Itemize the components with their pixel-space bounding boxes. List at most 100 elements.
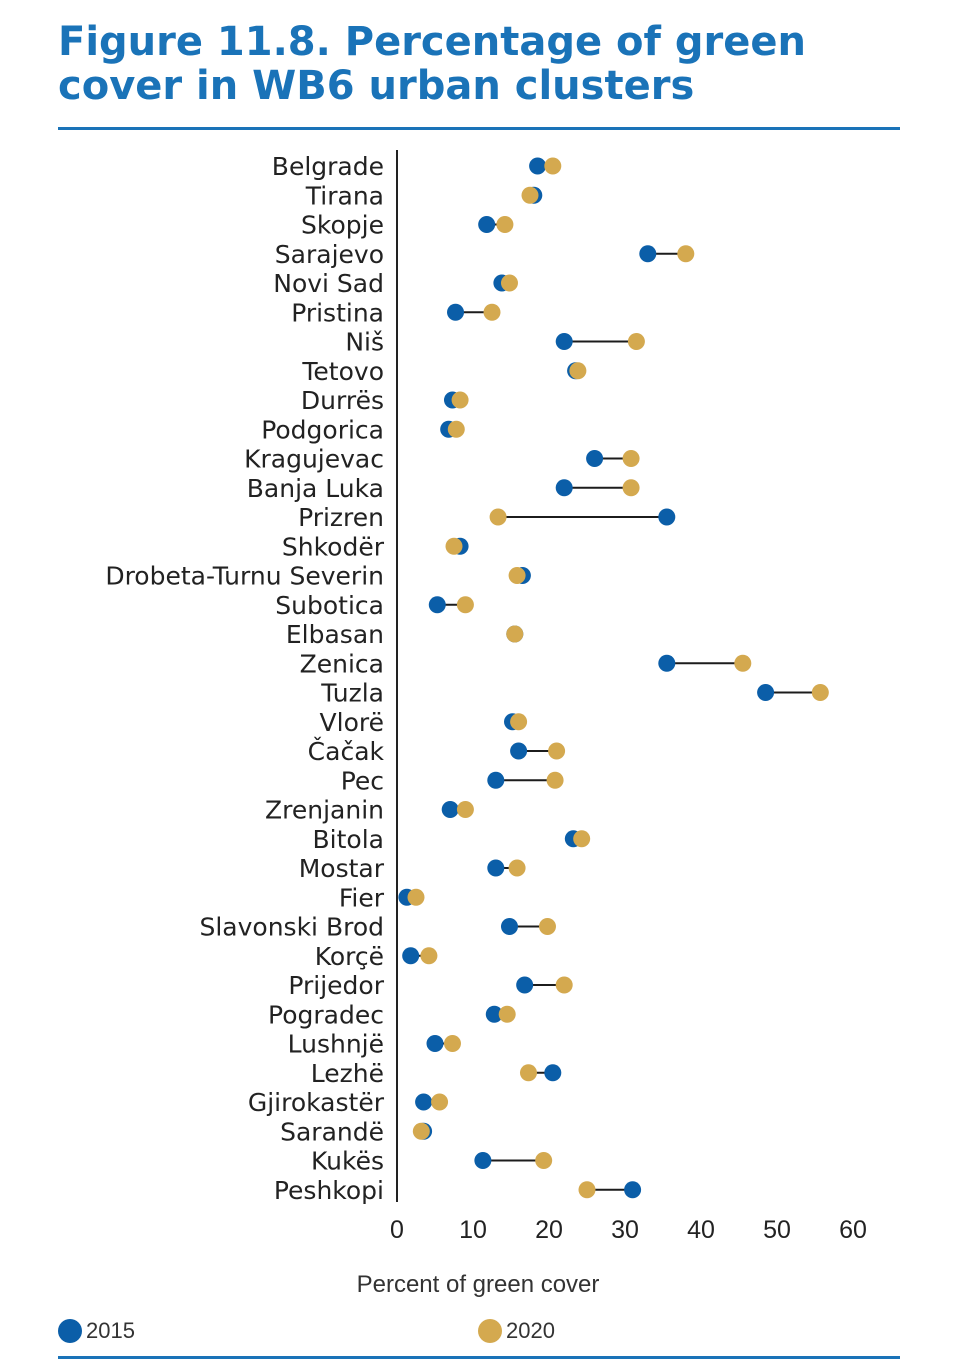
point-2020-lushnje: [443, 1035, 461, 1052]
legend-item-2015: 2015: [58, 1318, 135, 1344]
point-2020-slavonski-brod: [538, 918, 556, 935]
legend-label-2020: 2020: [506, 1318, 555, 1343]
category-label-cacak: Čačak: [308, 736, 385, 766]
legend-item-2020: 2020: [478, 1318, 555, 1344]
point-2015-lezhe: [544, 1064, 562, 1082]
point-2020-elbasan: [506, 625, 524, 643]
point-2015-peshkopi: [624, 1181, 642, 1199]
category-label-sarande: Sarandë: [280, 1117, 384, 1146]
point-2015-gjirokaster: [415, 1093, 433, 1111]
point-2015-banja-luka: [555, 479, 573, 497]
x-tick-label-40: 40: [687, 1216, 715, 1244]
x-axis-title: Percent of green cover: [357, 1271, 600, 1298]
point-2020-lezhe: [519, 1064, 537, 1082]
category-label-zenica: Zenica: [300, 649, 384, 678]
category-label-tirana: Tirana: [305, 181, 384, 210]
point-2015-kragujevac: [586, 450, 604, 467]
category-label-subotica: Subotica: [275, 591, 384, 620]
category-label-durres: Durrës: [301, 386, 384, 415]
figure-title: Figure 11.8. Percentage of green cover i…: [58, 20, 918, 108]
point-2015-cacak: [510, 742, 528, 760]
legend-label-2015: 2015: [86, 1318, 135, 1343]
point-2020-tirana: [521, 186, 539, 204]
point-2015-prizren: [658, 508, 676, 526]
category-label-bitola: Bitola: [313, 825, 384, 854]
category-label-pristina: Pristina: [291, 298, 384, 327]
point-2020-pec: [546, 771, 564, 789]
point-2020-vlore: [510, 713, 528, 731]
category-label-mostar: Mostar: [299, 854, 385, 883]
point-2015-subotica: [428, 596, 446, 614]
category-label-lushnje: Lushnjë: [288, 1030, 384, 1059]
point-2020-subotica: [456, 596, 474, 614]
title-divider: [58, 127, 900, 130]
point-2020-pogradec: [498, 1005, 516, 1023]
category-label-sarajevo: Sarajevo: [275, 240, 384, 269]
category-label-podgorica: Podgorica: [261, 415, 384, 444]
point-2020-durres: [451, 391, 469, 409]
category-label-belgrade: Belgrade: [272, 152, 384, 181]
point-2015-skopje: [478, 216, 496, 233]
category-label-kragujevac: Kragujevac: [244, 445, 384, 474]
point-2020-kragujevac: [622, 450, 640, 467]
category-label-tetovo: Tetovo: [301, 357, 384, 386]
category-label-lezhe: Lezhë: [311, 1059, 384, 1088]
point-2020-tetovo: [569, 362, 587, 380]
category-label-zrenjanin: Zrenjanin: [265, 796, 384, 825]
category-label-prizren: Prizren: [298, 503, 384, 532]
legend-swatch-2020: [478, 1319, 502, 1343]
category-label-nis: Niš: [345, 328, 384, 357]
category-label-shkoder: Shkodër: [282, 532, 385, 561]
point-2020-skopje: [496, 216, 514, 233]
point-2020-fier: [407, 888, 425, 906]
point-2015-zenica: [658, 654, 676, 672]
point-2020-pristina: [483, 303, 501, 321]
point-2015-lushnje: [426, 1035, 444, 1052]
figure-title-text: Percentage of green cover in WB6 urban c…: [58, 19, 806, 109]
point-2020-shkoder: [445, 537, 463, 555]
point-2015-belgrade: [529, 157, 547, 175]
figure-label: Figure 11.8.: [58, 19, 331, 65]
point-2020-kukes: [535, 1152, 553, 1169]
point-2015-tuzla: [757, 684, 775, 701]
point-2015-mostar: [487, 859, 505, 877]
point-2020-sarajevo: [677, 245, 695, 263]
point-2020-bitola: [573, 830, 591, 848]
point-2020-sarande: [412, 1122, 430, 1140]
legend-swatch-2015: [58, 1319, 82, 1343]
point-2015-zrenjanin: [441, 801, 459, 818]
category-label-gjirokaster: Gjirokastër: [248, 1088, 385, 1117]
category-label-tuzla: Tuzla: [320, 679, 384, 708]
point-2020-prijedor: [555, 976, 573, 994]
category-label-skopje: Skopje: [301, 211, 384, 240]
point-2015-pristina: [447, 303, 465, 321]
point-2020-banja-luka: [622, 479, 640, 497]
point-2015-sarajevo: [639, 245, 657, 263]
category-label-prijedor: Prijedor: [288, 971, 384, 1000]
point-2020-korce: [420, 947, 438, 965]
category-label-pec: Pec: [341, 766, 384, 795]
point-2020-prizren: [489, 508, 507, 526]
point-2015-nis: [555, 333, 573, 350]
point-2015-prijedor: [516, 976, 534, 994]
point-2020-belgrade: [544, 157, 562, 175]
footer-divider: [58, 1356, 900, 1359]
point-2020-tuzla: [811, 684, 829, 701]
point-2020-podgorica: [447, 420, 465, 438]
point-2020-nis: [627, 333, 645, 350]
x-tick-label-30: 30: [611, 1216, 639, 1244]
point-2020-drobeta-turnu-severin: [508, 567, 526, 584]
point-2020-novi-sad: [500, 274, 518, 292]
category-label-kukes: Kukës: [311, 1147, 384, 1176]
point-2020-peshkopi: [578, 1181, 596, 1199]
category-label-fier: Fier: [339, 883, 385, 912]
x-tick-label-0: 0: [390, 1216, 404, 1244]
point-2015-pec: [487, 771, 505, 789]
category-label-vlore: Vlorë: [320, 708, 384, 737]
category-label-banja-luka: Banja Luka: [247, 474, 384, 503]
x-tick-label-20: 20: [535, 1216, 563, 1244]
category-label-slavonski-brod: Slavonski Brod: [199, 913, 384, 942]
category-label-korce: Korçë: [315, 942, 384, 971]
point-2020-zenica: [734, 654, 752, 672]
x-tick-label-60: 60: [839, 1216, 867, 1244]
